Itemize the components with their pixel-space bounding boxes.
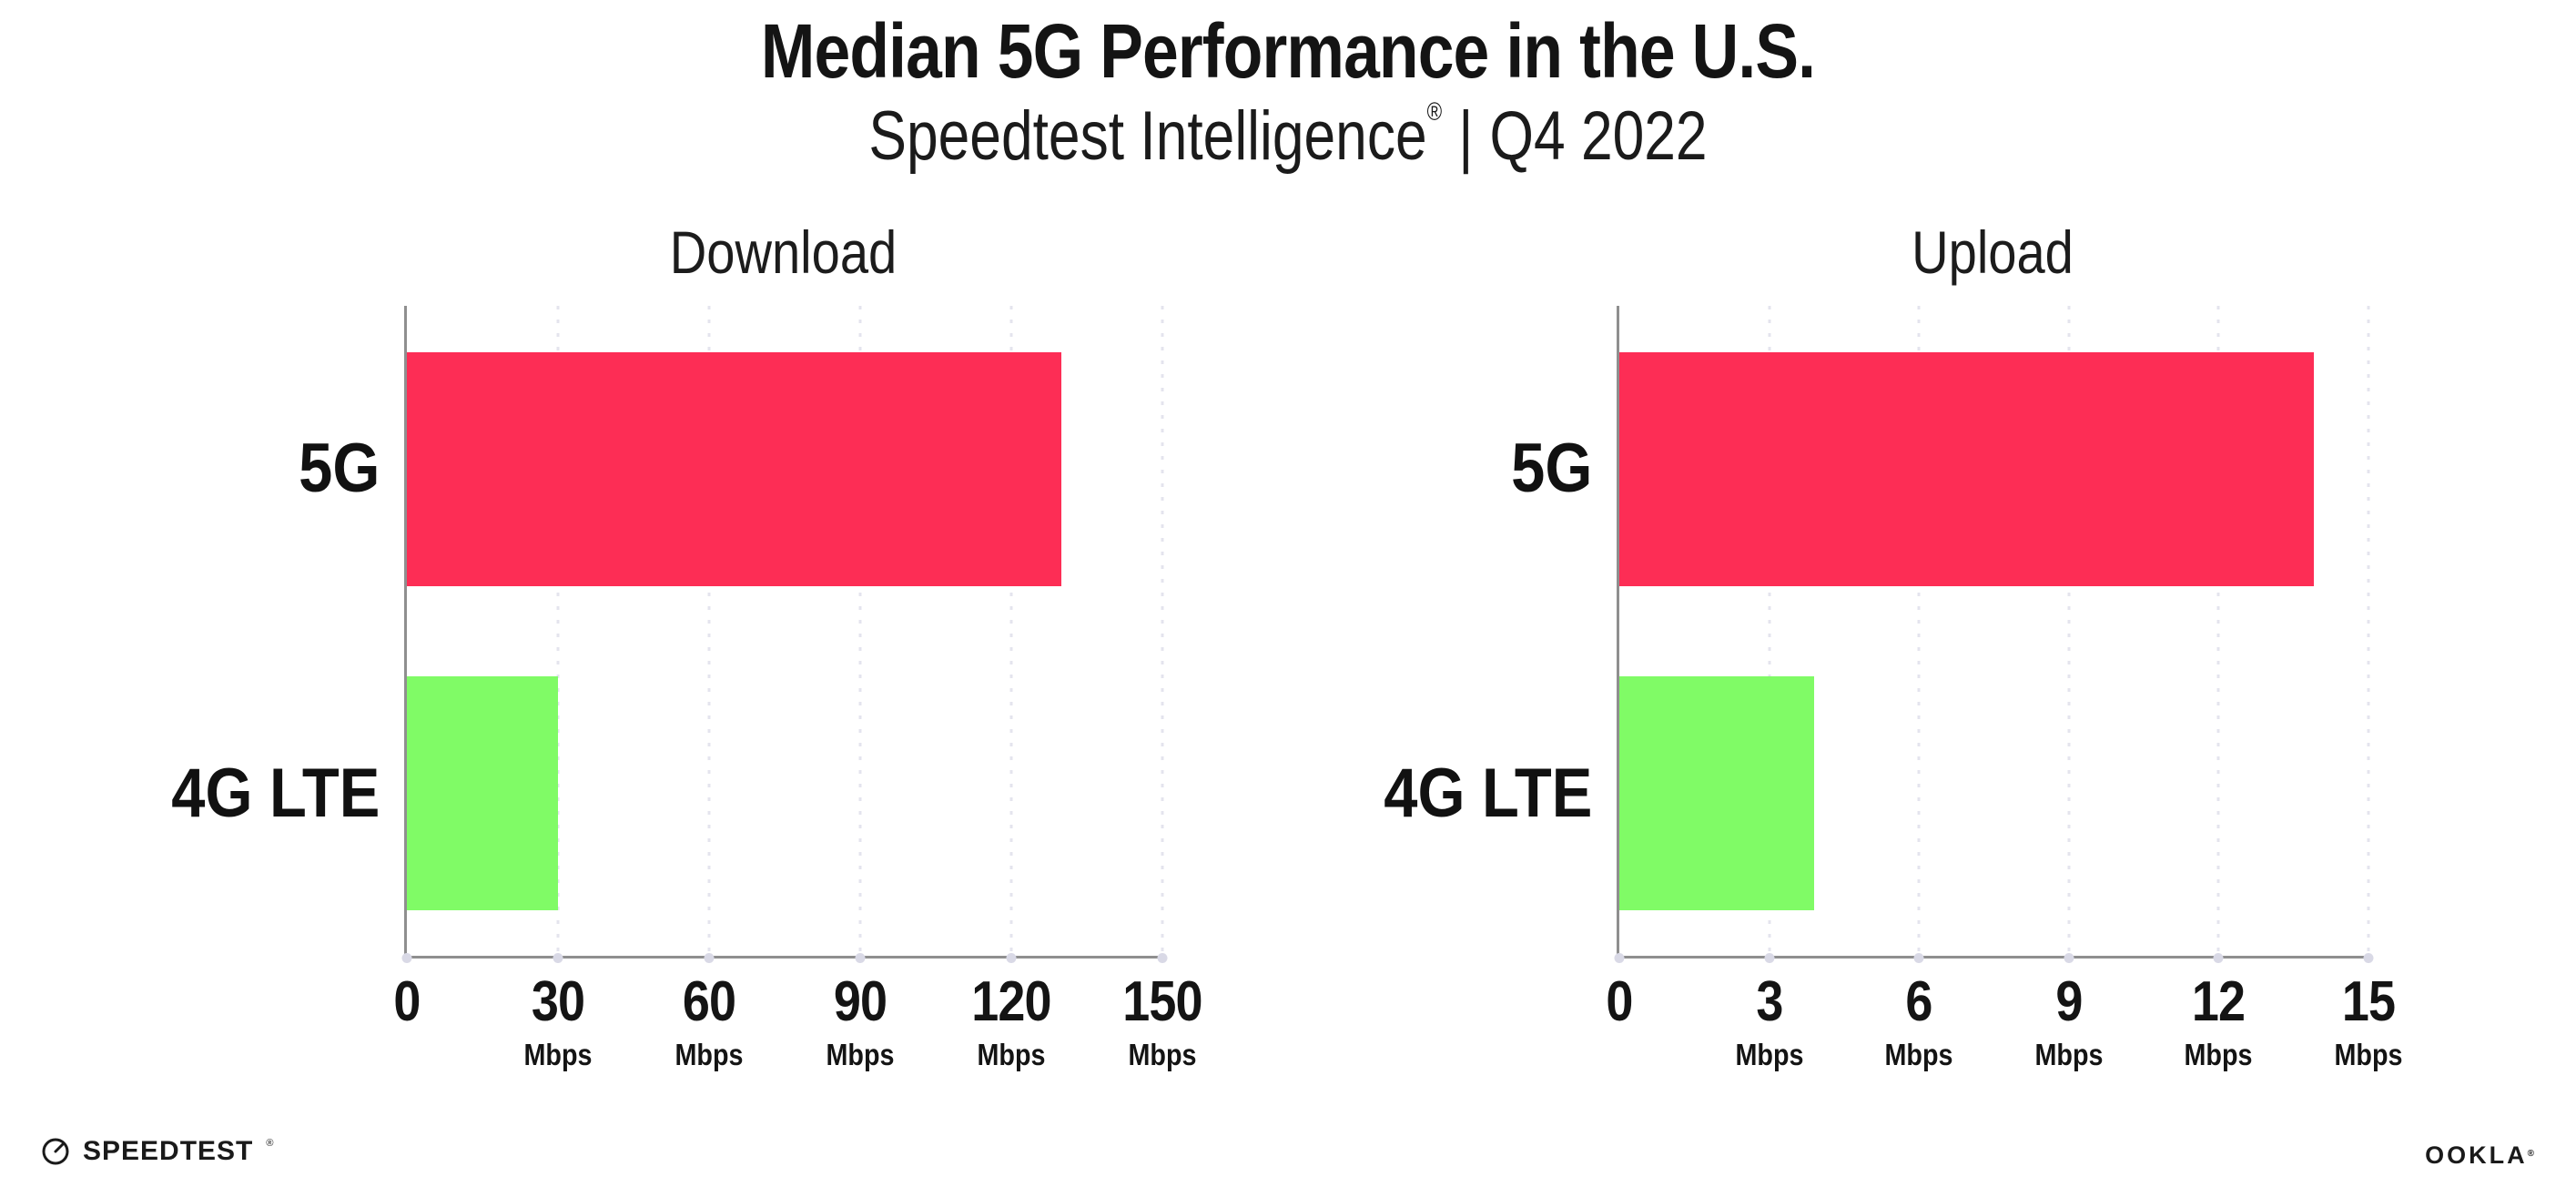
gridline: [1768, 306, 1771, 956]
speedtest-gauge-icon: [42, 1138, 69, 1165]
category-label-5g: 5G: [1510, 430, 1592, 508]
axis-tick-dot: [704, 953, 715, 963]
x-tick-unit: Mbps: [1735, 1038, 1804, 1071]
x-tick-label: 60 Mbps: [675, 974, 744, 1070]
upload-chart-title: Upload: [1912, 218, 2074, 286]
gridline: [858, 306, 862, 956]
x-tick-label: 30 Mbps: [524, 974, 593, 1070]
download-chart-title: Download: [669, 218, 898, 286]
axis-tick-dot: [1764, 953, 1775, 963]
x-tick-unit: Mbps: [826, 1038, 895, 1071]
x-tick-unit: Mbps: [1128, 1038, 1197, 1071]
x-tick-label: 9 Mbps: [2034, 974, 2103, 1070]
x-tick-value: 3: [1756, 970, 1783, 1033]
x-tick-label: 150 Mbps: [1122, 974, 1202, 1070]
x-tick-value: 6: [1905, 970, 1933, 1033]
category-label-4g-lte: 4G LTE: [1383, 754, 1592, 832]
gridline: [2216, 306, 2220, 956]
page-title: Median 5G Performance in the U.S.: [760, 8, 1816, 94]
speedtest-registered-mark: ®: [266, 1138, 274, 1149]
upload-plot-area: 0 3 Mbps 6 Mbps 9 Mbps 12 Mbps 15 Mbps 5G 4G LTE: [1384, 306, 2402, 1070]
axis-tick-dot: [1157, 953, 1168, 963]
x-tick-label: 0: [1606, 970, 1633, 1033]
axis-tick-dot: [2363, 953, 2374, 963]
x-tick-unit: Mbps: [2034, 1038, 2104, 1071]
gridline: [1161, 306, 1164, 956]
x-tick-label: 0: [393, 970, 421, 1033]
x-tick-value: 150: [1122, 970, 1202, 1033]
x-tick-value: 30: [531, 970, 585, 1033]
x-tick-value: 9: [2055, 970, 2083, 1033]
download-plot-area: 0 30 Mbps 60 Mbps 90 Mbps 120 Mbps 150 Mbps 5G 4G LT…: [171, 306, 1203, 1070]
gridline: [2067, 306, 2071, 956]
x-tick-unit: Mbps: [2184, 1038, 2253, 1071]
x-tick-label: 12 Mbps: [2185, 974, 2253, 1070]
category-label-5g: 5G: [298, 430, 380, 508]
x-tick-label: 3 Mbps: [1735, 974, 1803, 1070]
axis-tick-dot: [1614, 953, 1625, 963]
bar-4g-lte-download: [407, 675, 558, 910]
ookla-logo: OOKLA®: [2425, 1143, 2534, 1168]
registered-trademark-icon: ®: [1426, 97, 1443, 127]
x-tick-unit: Mbps: [2334, 1038, 2403, 1071]
bar-5g-download: [407, 351, 1062, 586]
x-tick-label: 90 Mbps: [827, 974, 895, 1070]
subtitle-brand: Speedtest Intelligence: [868, 97, 1427, 175]
bar-5g-upload: [1619, 351, 2314, 586]
x-tick-unit: Mbps: [523, 1038, 593, 1071]
x-tick-value: 12: [2192, 970, 2246, 1033]
speedtest-logo: SPEEDTEST ®: [40, 1136, 274, 1167]
axis-tick-dot: [2064, 953, 2074, 963]
x-tick-label: 6 Mbps: [1885, 974, 1953, 1070]
axis-tick-dot: [2213, 953, 2224, 963]
bar-4g-lte-upload: [1619, 675, 1814, 910]
x-tick-value: 15: [2341, 970, 2396, 1033]
speedtest-wordmark: SPEEDTEST: [83, 1136, 254, 1166]
subtitle-period: Q4 2022: [1489, 97, 1708, 175]
ookla-wordmark: OOKLA: [2425, 1141, 2528, 1169]
ookla-registered-mark: ®: [2527, 1149, 2534, 1159]
x-tick-value: 120: [971, 970, 1051, 1033]
x-tick-value: 60: [682, 970, 736, 1033]
x-tick-unit: Mbps: [1884, 1038, 1953, 1071]
axis-tick-dot: [1913, 953, 1924, 963]
axis-tick-dot: [855, 953, 866, 963]
x-tick-unit: Mbps: [674, 1038, 744, 1071]
gridline: [1917, 306, 1921, 956]
subtitle-separator: |: [1458, 97, 1474, 175]
gridline: [556, 306, 560, 956]
x-tick-label: 15 Mbps: [2335, 974, 2403, 1070]
x-tick-value: 0: [393, 970, 421, 1033]
gridline: [707, 306, 711, 956]
x-tick-value: 90: [833, 970, 887, 1033]
axis-tick-dot: [1006, 953, 1017, 963]
gridline: [1009, 306, 1013, 956]
x-tick-label: 120 Mbps: [971, 970, 1051, 1071]
gridline: [2367, 306, 2370, 956]
axis-tick-dot: [401, 953, 412, 963]
x-tick-unit: Mbps: [977, 1038, 1046, 1071]
category-label-4g-lte: 4G LTE: [170, 754, 380, 832]
axis-tick-dot: [553, 953, 563, 963]
page-subtitle: Speedtest Intelligence® | Q4 2022: [232, 99, 2345, 171]
x-tick-value: 0: [1606, 970, 1633, 1033]
